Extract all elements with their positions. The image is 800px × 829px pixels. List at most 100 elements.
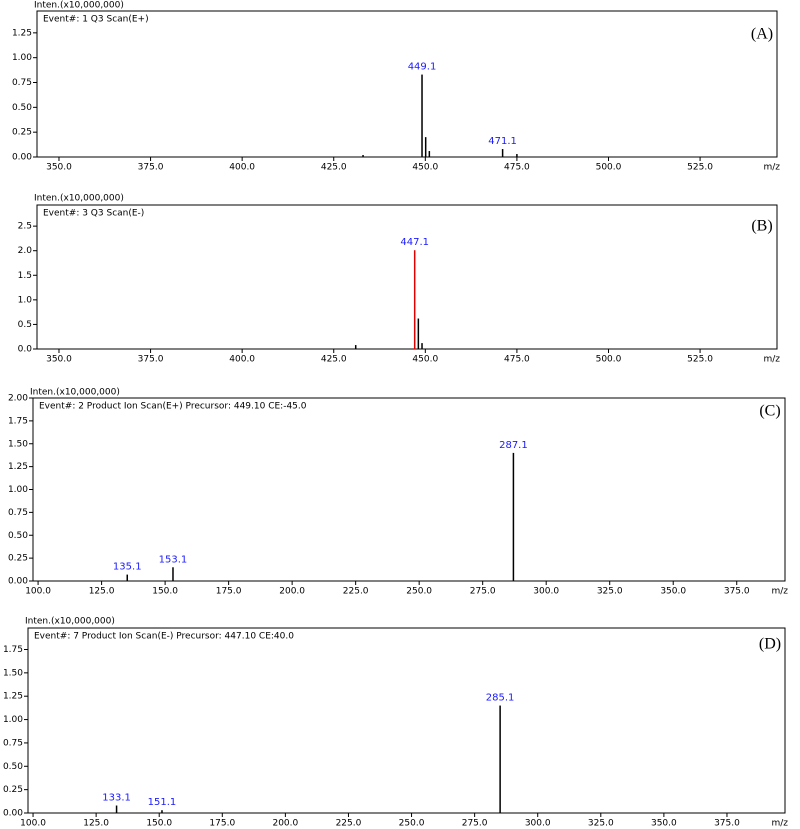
plot-frame [32,397,786,582]
peak-label: 151.1 [148,797,177,808]
peak [354,345,357,349]
y-tick-label: 1.75 [3,645,23,655]
y-tick-label: 0.75 [3,738,23,748]
subtitle: Event#: 7 Product Ion Scan(E-) Precursor… [34,632,294,642]
x-tick-label: 450.0 [412,163,438,173]
x-tick-label: 375.0 [138,163,164,173]
peak-label: 471.1 [488,136,517,147]
y-tick-label: 2.00 [8,394,28,404]
peak [417,318,420,349]
y-tick-label: 1.00 [12,53,32,63]
x-axis-label: m/z [771,587,788,597]
x-tick-label: 400.0 [229,355,255,365]
x-axis-label: m/z [763,163,780,173]
peak-label: 135.1 [113,562,142,573]
plot-frame [36,10,778,158]
peak [413,250,416,349]
x-tick-label: 100.0 [20,819,46,829]
y-tick-label: 2.5 [18,222,32,232]
panel-label: (A) [751,26,773,43]
y-tick-label: 0.25 [8,554,28,564]
x-tick-label: 325.0 [597,587,623,597]
x-tick-label: 250.0 [406,587,432,597]
peak [501,149,504,157]
x-tick-label: 475.0 [504,163,530,173]
peak-label: 153.1 [159,554,188,565]
x-tick-label: 250.0 [399,819,425,829]
y-tick-label: 1.25 [3,692,23,702]
peak [172,567,174,581]
x-tick-label: 350.0 [651,819,677,829]
peak [499,705,501,813]
x-tick-label: 350.0 [660,587,686,597]
y-tick-label: 1.00 [3,715,23,725]
subtitle: Event#: 3 Q3 Scan(E-) [43,209,144,219]
x-tick-label: 375.0 [724,587,750,597]
x-tick-label: 475.0 [504,355,530,365]
x-tick-label: 300.0 [533,587,559,597]
y-axis-label: Inten.(x10,000,000) [30,388,120,398]
peak [115,805,118,813]
x-tick-label: 525.0 [687,355,713,365]
y-tick-label: 1.50 [3,668,23,678]
y-tick-label: 0.50 [8,531,28,541]
x-tick-label: 500.0 [596,355,622,365]
y-tick-label: 0.50 [3,762,23,772]
x-tick-label: 400.0 [229,163,255,173]
x-tick-label: 200.0 [272,819,298,829]
x-tick-label: 375.0 [138,355,164,365]
y-tick-label: 0.75 [12,78,32,88]
x-tick-label: 200.0 [279,587,305,597]
x-tick-label: 225.0 [343,587,369,597]
y-tick-label: 0.75 [8,508,28,518]
y-tick-label: 0.00 [3,809,23,819]
y-tick-label: 0.25 [12,128,32,138]
x-tick-label: 150.0 [152,587,178,597]
y-tick-label: 1.5 [18,271,32,281]
y-tick-label: 1.00 [8,485,28,495]
x-tick-label: 125.0 [89,587,115,597]
x-axis-label: m/z [763,355,780,365]
peak [512,452,515,581]
y-tick-label: 0.25 [3,785,23,795]
x-tick-label: 525.0 [687,163,713,173]
peak-label: 447.1 [400,237,429,248]
x-tick-label: 350.0 [46,163,72,173]
y-tick-label: 2.0 [18,246,33,256]
x-tick-label: 300.0 [525,819,551,829]
peak-label: 285.1 [486,693,515,704]
peak [428,151,431,157]
panel-label: (C) [759,403,780,420]
y-tick-label: 0.00 [8,577,28,587]
x-tick-label: 450.0 [412,355,438,365]
x-tick-label: 500.0 [596,163,622,173]
x-tick-label: 100.0 [25,587,51,597]
y-tick-label: 1.0 [18,295,33,305]
x-tick-label: 325.0 [588,819,614,829]
plot-frame [27,627,786,814]
peak [516,154,518,157]
x-tick-label: 350.0 [46,355,72,365]
subtitle: Event#: 1 Q3 Scan(E+) [43,15,149,25]
peak [424,137,427,157]
y-axis-label: Inten.(x10,000,000) [34,1,124,11]
peak-label: 449.1 [408,62,437,73]
peak [421,74,423,157]
x-tick-label: 175.0 [216,587,242,597]
peak [421,343,423,349]
y-axis-label: Inten.(x10,000,000) [25,617,115,627]
subtitle: Event#: 2 Product Ion Scan(E+) Precursor… [39,402,307,412]
panel-label: (D) [759,636,781,653]
x-tick-label: 150.0 [146,819,172,829]
y-tick-label: 1.75 [8,416,28,426]
y-tick-label: 0.50 [12,103,32,113]
y-tick-label: 0.00 [12,153,32,163]
peak [161,810,163,813]
x-tick-label: 225.0 [336,819,362,829]
y-tick-label: 1.25 [12,28,32,38]
y-tick-label: 1.50 [8,439,28,449]
peak-label: 133.1 [102,793,131,804]
panel-label: (B) [751,218,772,235]
x-tick-label: 175.0 [209,819,235,829]
